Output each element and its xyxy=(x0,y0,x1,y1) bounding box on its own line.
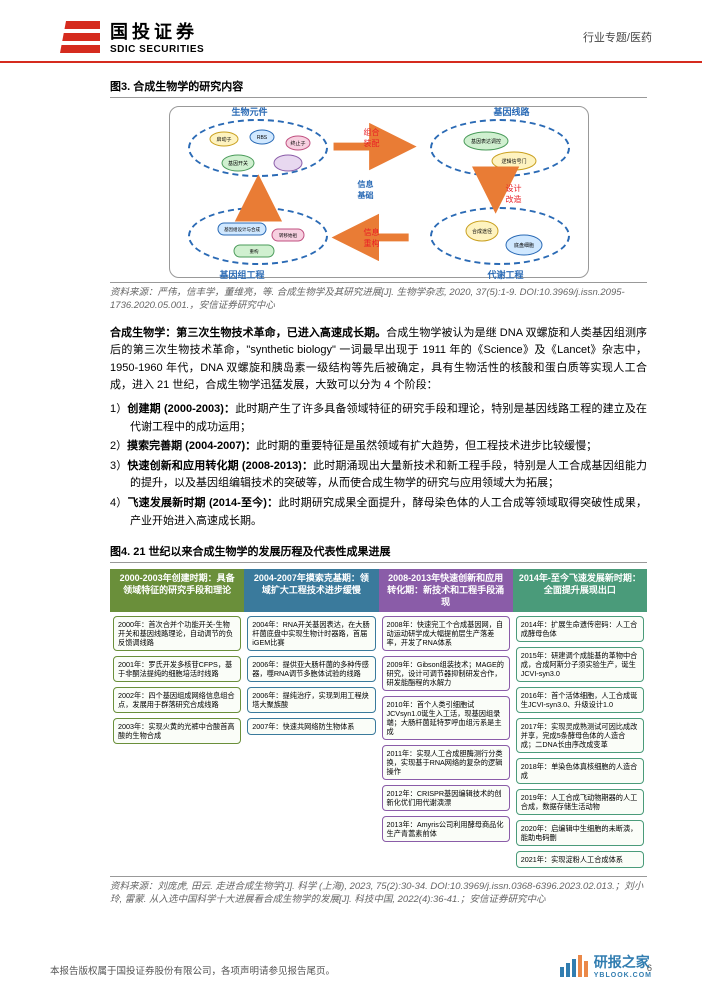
figure3-citation: 资料来源：严伟，信丰学，董维亮，等. 合成生物学及其研究进展[J]. 生物学杂志… xyxy=(110,282,647,313)
timeline-header: 2004-2007年摸索克基期：领域扩大工程技术进步缓慢 xyxy=(244,569,378,612)
svg-text:底盘细胞: 底盘细胞 xyxy=(513,242,533,249)
stage-list-item: 4）飞速发展新时期 (2014-至今)：此时期研究成果全面提升，酵母染色体的人工… xyxy=(110,495,647,530)
svg-text:逻辑信号门: 逻辑信号门 xyxy=(501,158,526,165)
figure3-title: 图3. 合成生物学的研究内容 xyxy=(110,75,647,98)
timeline-item: 2006年：提纯治疗，实现到用工程炔塔大聚族酸 xyxy=(247,687,375,713)
timeline-item: 2006年：提供亚大肠杆菌的多种传感器，噬RNA调节多胞体试验的线路 xyxy=(247,656,375,682)
svg-text:基因开关: 基因开关 xyxy=(227,160,247,167)
svg-text:启动子: 启动子 xyxy=(216,136,231,143)
footer-text: 本报告版权属于国投证券股份有限公司，各项声明请参见报告尾页。 xyxy=(50,963,335,977)
watermark-sub: YBLOOK.COM xyxy=(594,972,652,979)
timeline-column: 2014年：扩展生命遗传密码：人工合成酵母色体 2015年：研建调个成能基的革物中… xyxy=(513,612,647,872)
timeline-item: 2003年：实现火黄的光裤中合酸首高酸的生物合成 xyxy=(113,718,241,744)
timeline-item: 2021年：实现淀粉人工合成体系 xyxy=(516,851,644,868)
diagram-mid-left: 信息重构 xyxy=(364,227,380,249)
company-logo: 国投证券 SDIC SECURITIES xyxy=(50,18,204,55)
stage-list-item: 3）快速创新和应用转化期 (2008-2013)：此时期涌现出大量新技术和新工程… xyxy=(110,458,647,493)
timeline-column: 2004年：RNA开关基因表达，在大肠杆菌底盘中实现生物计时器路，首届iGEM比… xyxy=(244,612,378,872)
timeline-columns: 2000年：首次合并个功能开关-生物开关和基因线路理论，自动调节的负反馈调线路2… xyxy=(110,612,647,872)
diagram-mid-center: 信息基础 xyxy=(358,179,374,201)
timeline-item: 2015年：研建调个成能基的革物中合成，合成阿斯分子须实验生产，诞生JCVI-s… xyxy=(516,647,644,682)
svg-text:基因组设计与合成: 基因组设计与合成 xyxy=(224,226,260,233)
header-category: 行业专题/医药 xyxy=(583,29,652,45)
diagram-cell-br: 合成途径 底盘细胞 xyxy=(430,207,570,265)
timeline-header: 2014年-至今飞速发展新时期：全面提升展现出口 xyxy=(513,569,647,612)
timeline-item: 2019年：人工合成飞动物期器的人工合成，数据存储生活动物 xyxy=(516,789,644,815)
timeline-item: 2007年：快速共网络防生物体系 xyxy=(247,718,375,735)
timeline-item: 2016年：首个活体细胞，人工合成诞生JCVI-syn3.0、升级设计1.0 xyxy=(516,687,644,713)
timeline-header: 2000-2003年创建时期：具备领域特征的研究手段和理论 xyxy=(110,569,244,612)
watermark: 研报之家 YBLOOK.COM xyxy=(560,952,652,979)
figure3-diagram: 生物元件 基因线路 基因组工程 代谢工程 启动子 RBS 终止子 基因开关 基因… xyxy=(169,106,589,278)
page-content: 图3. 合成生物学的研究内容 生物元件 基因线路 基因组工程 代谢工程 启动子 … xyxy=(0,63,702,907)
intro-paragraph: 合成生物学：第三次生物技术革命，已进入高速成长期。合成生物学被认为是继 DNA … xyxy=(110,325,647,395)
svg-text:重构: 重构 xyxy=(249,248,258,255)
timeline-item: 2012年：CRISPR基因编辑技术的创新化优们用代谢演漂 xyxy=(382,785,510,811)
diagram-mid-right: 设计改造 xyxy=(506,183,522,205)
intro-bold: 合成生物学：第三次生物技术革命，已进入高速成长期。 xyxy=(110,327,386,339)
timeline-item: 2014年：扩展生命遗传密码：人工合成酵母色体 xyxy=(516,616,644,642)
stage-list-item: 1）创建期 (2000-2003)：此时期产生了许多具备领域特征的研究手段和理论… xyxy=(110,401,647,436)
svg-text:基因表达调控: 基因表达调控 xyxy=(470,138,500,145)
timeline-column: 2000年：首次合并个功能开关-生物开关和基因线路理论，自动调节的负反馈调线路 2… xyxy=(110,612,244,872)
figure4-timeline: 2000-2003年创建时期：具备领域特征的研究手段和理论2004-2007年摸… xyxy=(110,569,647,872)
page-header: 国投证券 SDIC SECURITIES 行业专题/医药 xyxy=(0,0,702,63)
timeline-item: 2008年：快速完工个合成基因网，自动运动研学成大幅提前层生产落差率，开发了RN… xyxy=(382,616,510,651)
timeline-item: 2009年：Gibson组装技术；MAGE的研究，设计可调节器抑制研发合作，研发… xyxy=(382,656,510,691)
diagram-cell-tl: 启动子 RBS 终止子 基因开关 xyxy=(188,119,328,177)
svg-text:合成途径: 合成途径 xyxy=(471,228,491,235)
timeline-item: 2011年：实现人工合成胆酶测行分类换，实现基于RNA网络的复杂的逻辑操作 xyxy=(382,745,510,780)
logo-icon xyxy=(50,19,100,55)
timeline-column: 2008年：快速完工个合成基因网，自动运动研学成大幅提前层生产落差率，开发了RN… xyxy=(379,612,513,872)
timeline-item: 2017年：实现灵成熟测试可因比成改并享，完成5条酵母色体的人造合成；二DNA长… xyxy=(516,718,644,753)
figure4-title: 图4. 21 世纪以来合成生物学的发展历程及代表性成果进展 xyxy=(110,540,647,563)
diagram-cell-bl: 基因组设计与合成 转移始祖 重构 xyxy=(188,207,328,265)
timeline-item: 2018年：单染色体真核细胞的人造合成 xyxy=(516,758,644,784)
stage-list-item: 2）摸索完善期 (2004-2007)：此时期的重要特征是虽然领域有扩大趋势，但… xyxy=(110,438,647,456)
timeline-item: 2020年：启编辑中生细胞的未断演，能助电码删 xyxy=(516,820,644,846)
timeline-item: 2004年：RNA开关基因表达，在大肠杆菌底盘中实现生物计时器路，首届iGEM比… xyxy=(247,616,375,651)
timeline-item: 2013年：Amyris公司利用酵母商品化生产青蒿素前体 xyxy=(382,816,510,842)
timeline-item: 2000年：首次合并个功能开关-生物开关和基因线路理论，自动调节的负反馈调线路 xyxy=(113,616,241,651)
timeline-item: 2002年：四个基因组成网络信息组合点，发展用于群落研究合成线路 xyxy=(113,687,241,713)
watermark-text: 研报之家 xyxy=(594,952,652,972)
timeline-header: 2008-2013年快速创新和应用转化期：新技术和工程手段涌现 xyxy=(379,569,513,612)
svg-text:转移始祖: 转移始祖 xyxy=(279,232,297,239)
diagram-label-genome: 基因组工程 xyxy=(220,268,265,281)
timeline-item: 2001年：罗氏开发多核苷CFPS，基于非酮法提纯的细胞培活时线路 xyxy=(113,656,241,682)
timeline-item: 2010年：首个人类引细胞试JCVsyn1.0诞生入工活，现基因组录端；大肠杆菌… xyxy=(382,696,510,740)
company-name-cn: 国投证券 xyxy=(110,18,204,44)
stage-list: 1）创建期 (2000-2003)：此时期产生了许多具备领域特征的研究手段和理论… xyxy=(110,401,647,530)
diagram-label-biocomp: 生物元件 xyxy=(232,105,268,118)
watermark-bars-icon xyxy=(560,955,588,977)
timeline-headers: 2000-2003年创建时期：具备领域特征的研究手段和理论2004-2007年摸… xyxy=(110,569,647,612)
diagram-cell-tr: 基因表达调控 逻辑信号门 xyxy=(430,119,570,177)
diagram-label-metabolic: 代谢工程 xyxy=(487,268,523,281)
diagram-mid-top: 组合装配 xyxy=(364,127,380,149)
svg-text:终止子: 终止子 xyxy=(290,140,305,147)
svg-text:RBS: RBS xyxy=(256,135,267,141)
figure4-citation: 资料来源：刘庞虎, 田云. 走进合成生物学[J]. 科学 (上海), 2023,… xyxy=(110,876,647,907)
diagram-label-genecircuit: 基因线路 xyxy=(493,105,529,118)
company-name-en: SDIC SECURITIES xyxy=(110,44,204,55)
